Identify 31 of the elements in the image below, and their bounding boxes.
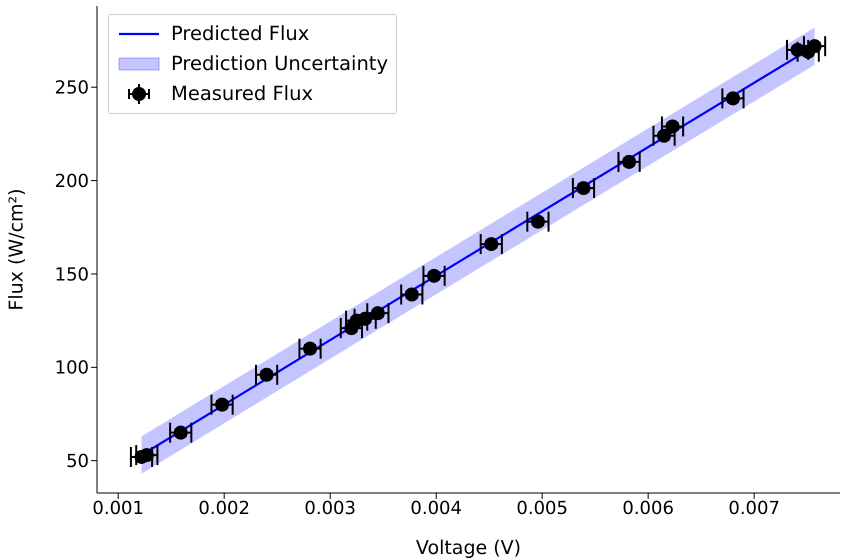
legend-label: Predicted Flux xyxy=(171,21,310,47)
x-tick-label: 0.002 xyxy=(198,498,250,519)
y-tick-label: 250 xyxy=(54,78,89,99)
point xyxy=(530,214,545,229)
point xyxy=(215,398,230,412)
point xyxy=(484,237,498,252)
x-tick-label: 0.006 xyxy=(622,498,674,519)
point xyxy=(622,154,636,169)
x-axis-title: Voltage (V) xyxy=(416,537,522,559)
legend-label: Measured Flux xyxy=(171,81,313,107)
point xyxy=(404,288,419,302)
y-tick-label: 150 xyxy=(54,264,89,286)
annotation: Prediction Uncertainty xyxy=(171,51,388,77)
point xyxy=(140,448,154,462)
x-tick-label: 0.001 xyxy=(92,498,144,519)
x-tick-label: 0.005 xyxy=(516,498,568,519)
point xyxy=(174,426,188,440)
point xyxy=(303,342,318,356)
point xyxy=(666,119,680,134)
y-tick-label: 200 xyxy=(54,170,89,192)
x-tick-label: 0.007 xyxy=(728,498,780,519)
point xyxy=(260,368,274,382)
point xyxy=(726,91,740,106)
point xyxy=(576,181,590,196)
y-axis-title: Flux (W/cm²) xyxy=(6,188,28,311)
point xyxy=(427,268,442,283)
point xyxy=(657,128,672,143)
x-tick-label: 0.003 xyxy=(304,498,356,519)
y-tick-label: 50 xyxy=(66,451,89,472)
y-tick-label: 100 xyxy=(54,358,89,379)
x-tick-label: 0.004 xyxy=(410,498,462,519)
